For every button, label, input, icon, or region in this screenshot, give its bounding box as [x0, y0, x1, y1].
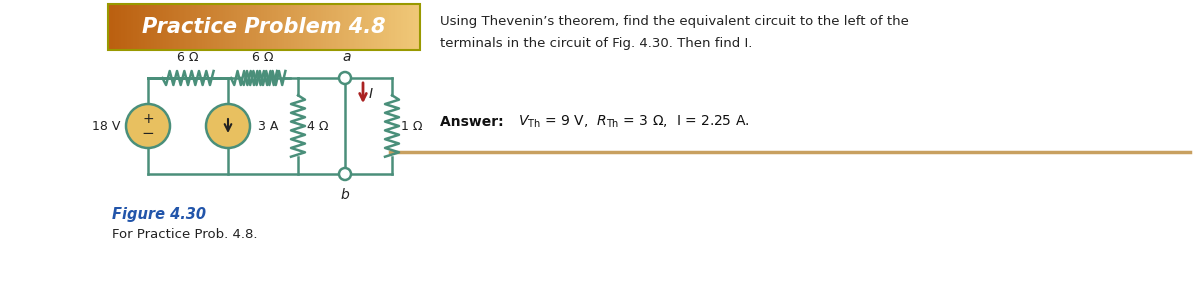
Text: Practice Problem 4.8: Practice Problem 4.8 [142, 17, 386, 37]
Text: I: I [370, 87, 373, 101]
Text: terminals in the circuit of Fig. 4.30. Then find I.: terminals in the circuit of Fig. 4.30. T… [440, 37, 752, 51]
Circle shape [126, 104, 170, 148]
Text: 3 A: 3 A [258, 119, 278, 133]
Text: +: + [142, 112, 154, 126]
Circle shape [340, 168, 352, 180]
Text: a: a [343, 50, 352, 64]
Bar [108, 4, 420, 50]
Circle shape [340, 72, 352, 84]
Text: 4 Ω: 4 Ω [307, 119, 329, 133]
Text: Using Thevenin’s theorem, find the equivalent circuit to the left of the: Using Thevenin’s theorem, find the equiv… [440, 15, 908, 29]
Text: For Practice Prob. 4.8.: For Practice Prob. 4.8. [112, 229, 258, 241]
Text: 6 Ω: 6 Ω [178, 51, 199, 64]
Circle shape [206, 104, 250, 148]
Text: 1 Ω: 1 Ω [401, 119, 422, 133]
Text: 18 V: 18 V [91, 119, 120, 133]
Text: Answer:: Answer: [440, 115, 509, 129]
Text: Figure 4.30: Figure 4.30 [112, 208, 206, 223]
Text: b: b [341, 188, 349, 202]
Text: −: − [142, 126, 155, 142]
Text: $V_{\mathrm{Th}}$ = 9 V,  $R_{\mathrm{Th}}$ = 3 Ω,  I = 2.25 A.: $V_{\mathrm{Th}}$ = 9 V, $R_{\mathrm{Th}… [518, 114, 750, 130]
Text: 6 Ω: 6 Ω [252, 51, 274, 64]
